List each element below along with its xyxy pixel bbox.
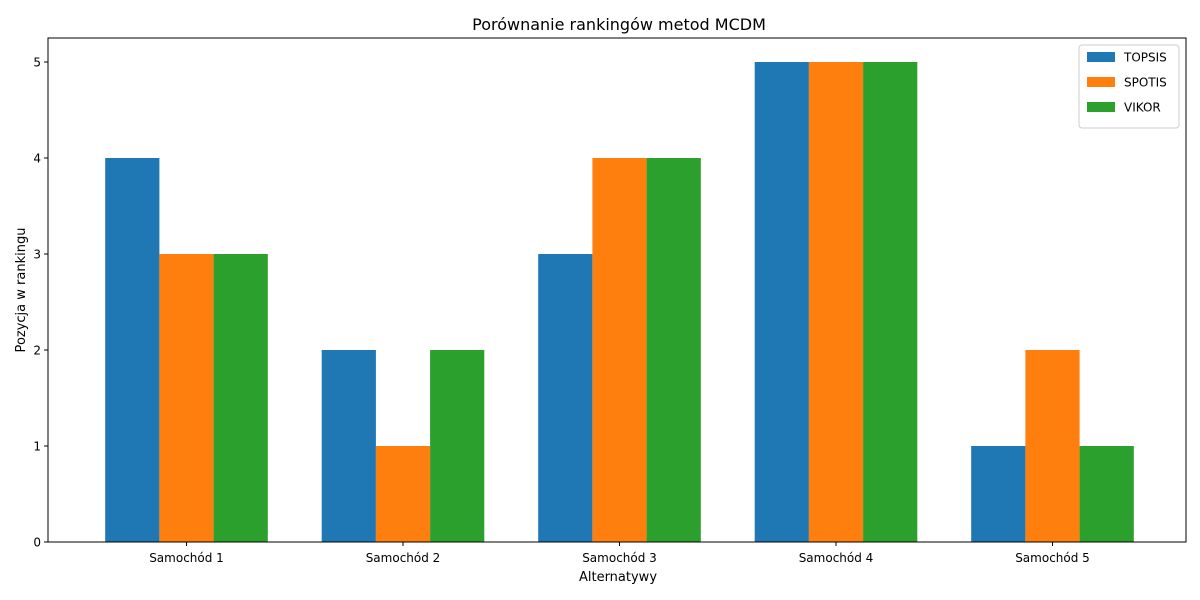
legend-label-spotis: SPOTIS [1124,76,1167,90]
legend-swatch-vikor [1087,102,1115,112]
bar-spotis-4 [808,62,864,542]
legend-label-topsis: TOPSIS [1123,51,1167,65]
x-axis-label: Alternatywy [579,570,657,585]
bar-topsis-3 [538,254,593,542]
x-tick-label: Samochód 3 [582,551,657,565]
bar-vikor-3 [646,158,701,542]
x-axis-ticks: Samochód 1 Samochód 2 Samochód 3 Samochód 4… [149,542,1090,565]
y-tick-label: 3 [33,248,41,262]
bar-topsis-1 [105,158,160,542]
bars-group [105,62,1134,542]
bar-spotis-3 [592,158,647,542]
bar-topsis-4 [754,62,809,542]
chart-title: Porównanie rankingów metod MCDM [472,15,766,34]
bar-topsis-2 [321,350,376,542]
y-axis-ticks: 0 1 2 3 4 5 [33,56,48,550]
bar-vikor-2 [430,350,485,542]
x-tick-label: Samochód 1 [149,551,224,565]
legend-swatch-spotis [1087,77,1115,87]
bar-spotis-5 [1025,350,1080,542]
x-tick-label: Samochód 5 [1015,551,1090,565]
legend-label-vikor: VIKOR [1124,101,1161,115]
y-tick-label: 2 [33,344,41,358]
bar-topsis-5 [971,446,1026,542]
x-tick-label: Samochód 4 [799,551,874,565]
y-axis-label: Pozycja w rankingu [14,228,29,353]
legend-swatch-topsis [1087,52,1115,62]
y-tick-label: 0 [33,536,41,550]
bar-vikor-5 [1079,446,1134,542]
bar-spotis-2 [375,446,431,542]
bar-spotis-1 [159,254,214,542]
y-tick-label: 1 [33,440,41,454]
plot-frame [47,37,1187,543]
bar-vikor-1 [213,254,268,542]
y-tick-label: 5 [33,56,41,70]
bar-vikor-4 [863,62,918,542]
y-tick-label: 4 [33,152,41,166]
legend: TOPSIS SPOTIS VIKOR [1078,44,1180,129]
x-tick-label: Samochód 2 [366,551,441,565]
